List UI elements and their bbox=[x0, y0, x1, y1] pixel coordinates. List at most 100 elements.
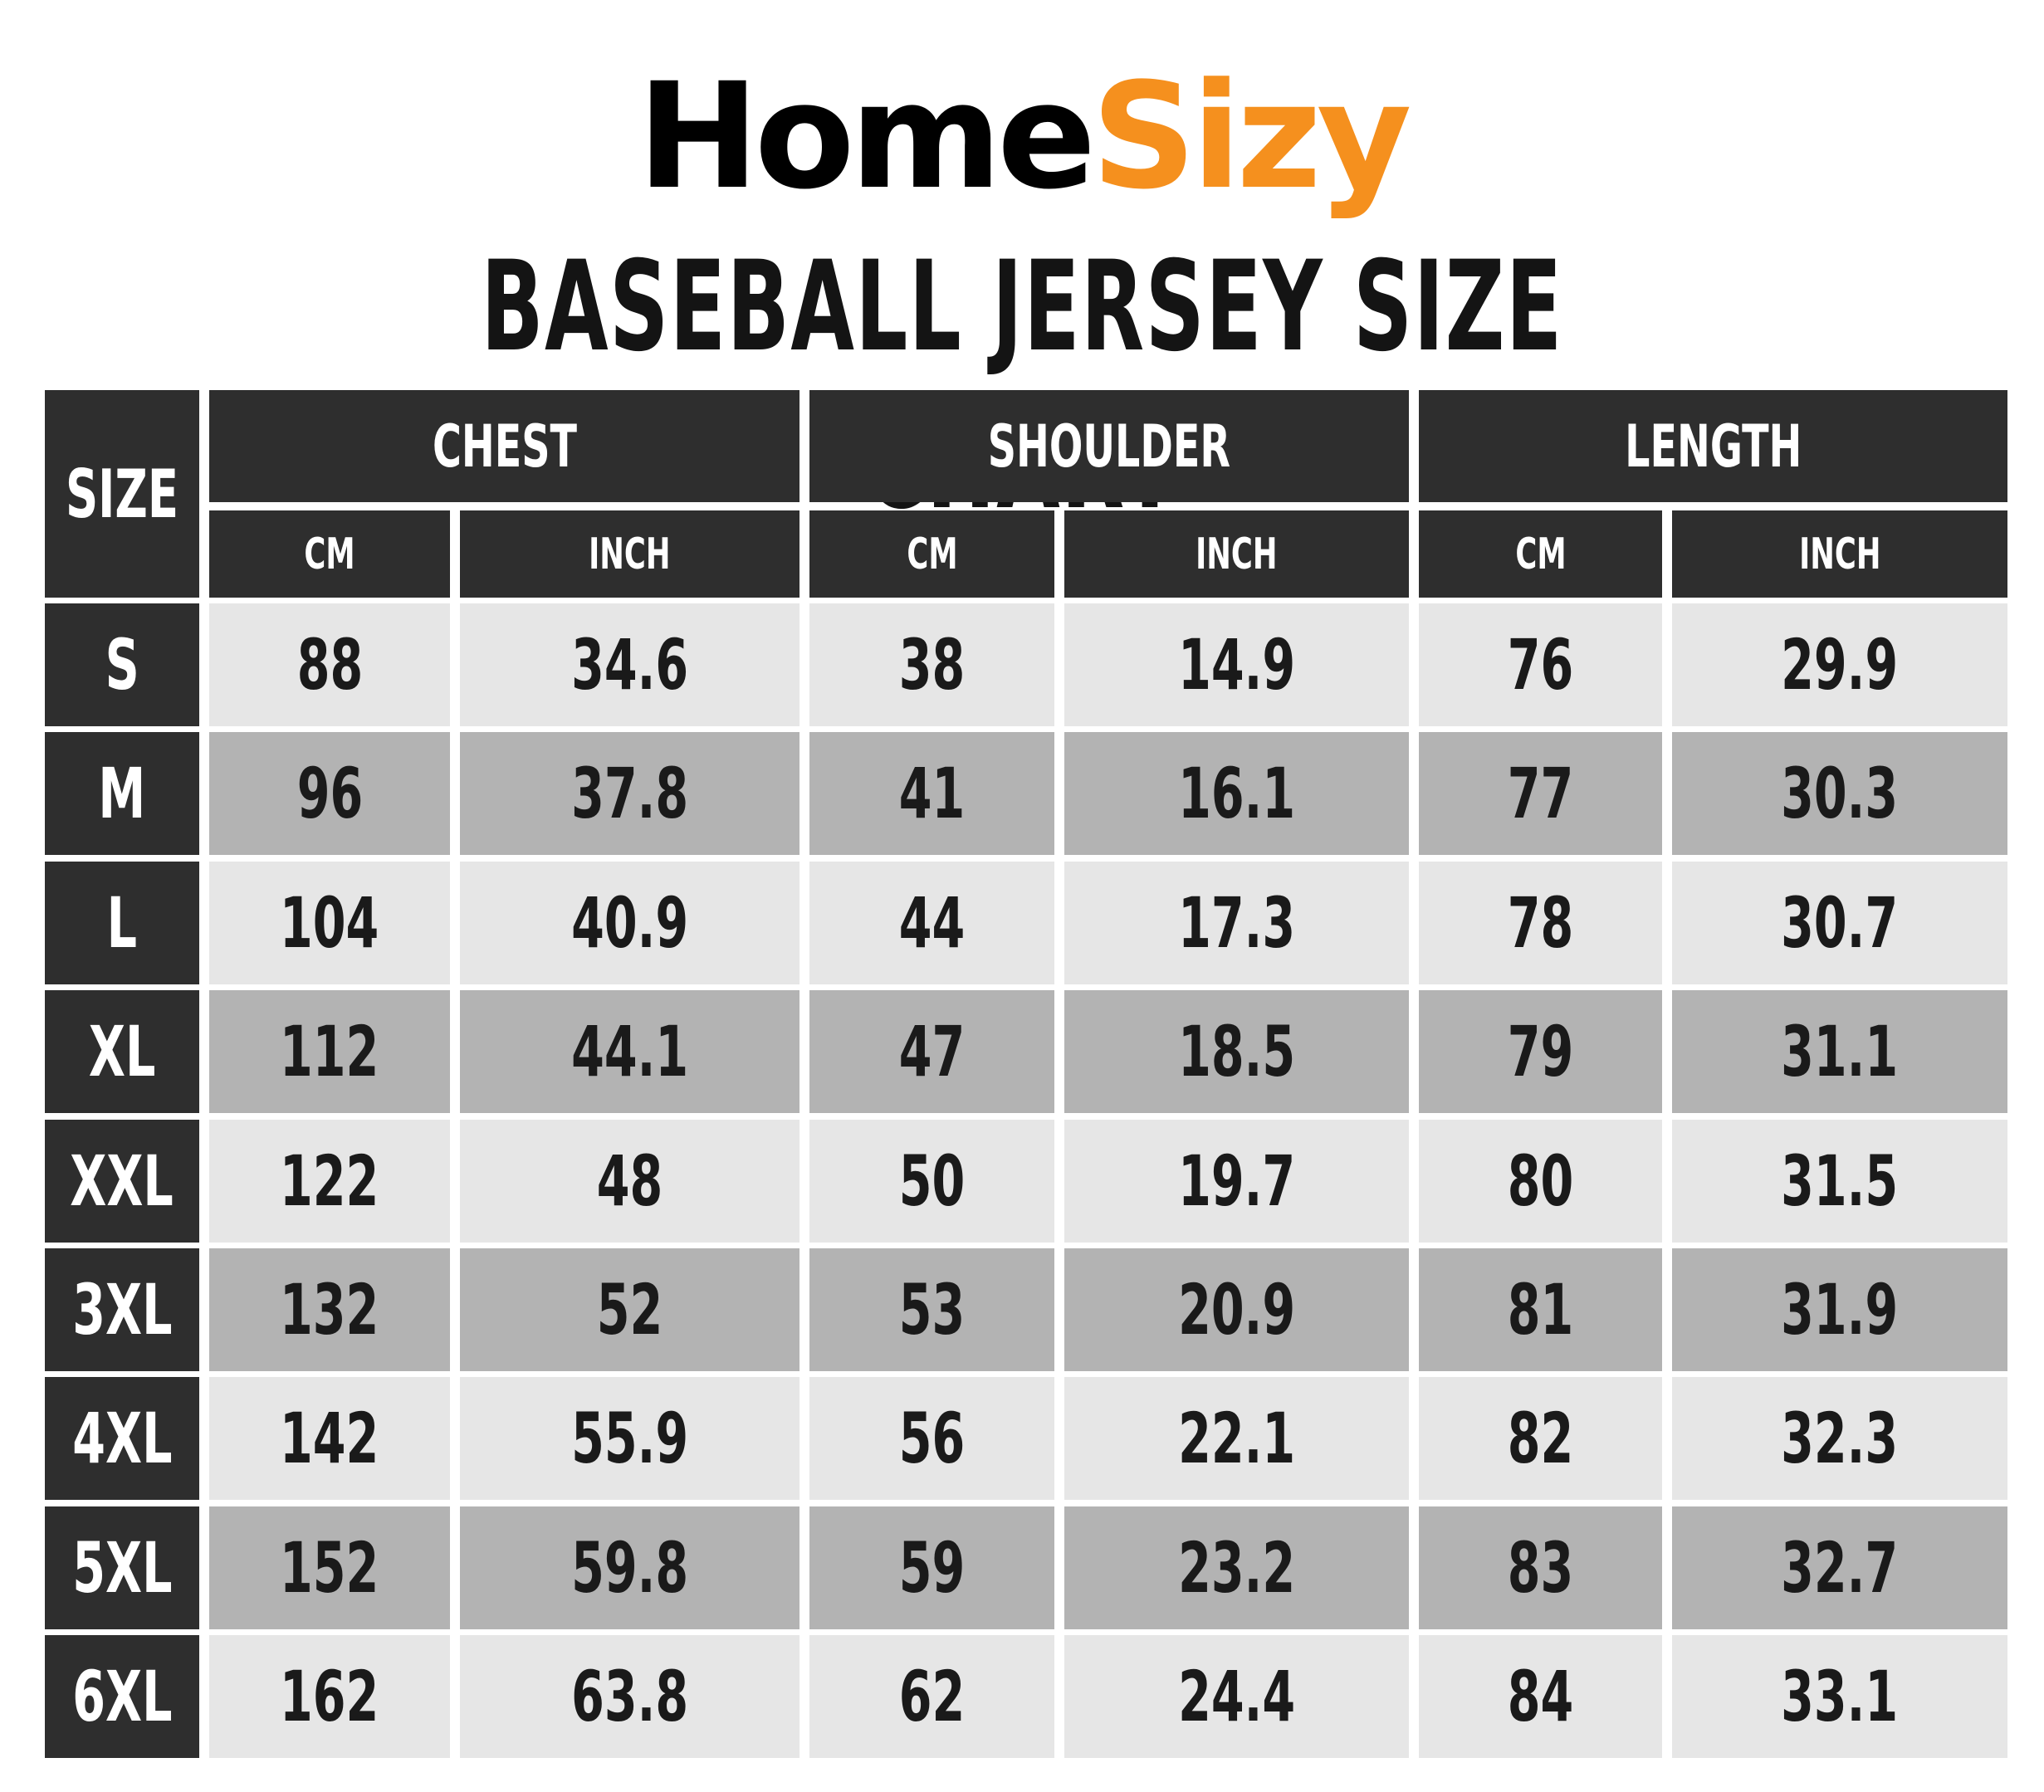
row-size-s-text: S bbox=[105, 624, 139, 706]
table-cell-text: 16.1 bbox=[1178, 753, 1295, 834]
table-cell: 30.7 bbox=[1672, 862, 2007, 984]
table-cell: 59 bbox=[809, 1506, 1054, 1629]
table-cell-text: 77 bbox=[1507, 753, 1574, 834]
table-cell-text: 122 bbox=[280, 1140, 379, 1222]
table-cell: 37.8 bbox=[460, 732, 800, 855]
unit-header-chest-inch-text: INCH bbox=[589, 529, 671, 579]
row-size-4xl: 4XL bbox=[45, 1377, 199, 1500]
group-header-shoulder: SHOULDER bbox=[809, 390, 1409, 502]
table-cell-text: 76 bbox=[1507, 624, 1574, 706]
table-cell-text: 14.9 bbox=[1178, 624, 1295, 706]
table-cell-text: 79 bbox=[1507, 1011, 1574, 1092]
table-cell-text: 88 bbox=[296, 624, 363, 706]
brand-logo-home: Home bbox=[637, 51, 1096, 222]
row-size-6xl-text: 6XL bbox=[71, 1656, 173, 1737]
table-cell-text: 41 bbox=[898, 753, 966, 834]
table-cell-text: 23.2 bbox=[1178, 1527, 1295, 1609]
table-cell: 38 bbox=[809, 603, 1054, 726]
row-size-xl-text: XL bbox=[88, 1011, 156, 1092]
table-cell: 55.9 bbox=[460, 1377, 800, 1500]
table-cell: 23.2 bbox=[1064, 1506, 1409, 1629]
table-cell-text: 24.4 bbox=[1178, 1656, 1295, 1737]
size-header-text: SIZE bbox=[65, 455, 179, 533]
table-cell: 31.1 bbox=[1672, 990, 2007, 1113]
table-cell-text: 162 bbox=[280, 1656, 379, 1737]
table-cell-text: 19.7 bbox=[1178, 1140, 1295, 1222]
table-cell-text: 17.3 bbox=[1178, 882, 1295, 964]
table-cell: 34.6 bbox=[460, 603, 800, 726]
table-cell: 41 bbox=[809, 732, 1054, 855]
row-size-m: M bbox=[45, 732, 199, 855]
unit-header-length-cm: CM bbox=[1419, 510, 1662, 598]
table-cell: 53 bbox=[809, 1248, 1054, 1371]
table-cell: 122 bbox=[209, 1120, 450, 1243]
group-header-chest-text: CHEST bbox=[432, 412, 577, 481]
table-cell: 132 bbox=[209, 1248, 450, 1371]
table-cell-text: 82 bbox=[1507, 1398, 1574, 1479]
table-cell-text: 80 bbox=[1507, 1140, 1574, 1222]
table-cell: 152 bbox=[209, 1506, 450, 1629]
table-cell: 112 bbox=[209, 990, 450, 1113]
table-cell-text: 33.1 bbox=[1781, 1656, 1899, 1737]
table-cell-text: 38 bbox=[898, 624, 966, 706]
table-cell-text: 32.7 bbox=[1781, 1527, 1899, 1609]
table-cell: 17.3 bbox=[1064, 862, 1409, 984]
table-cell: 31.9 bbox=[1672, 1248, 2007, 1371]
table-cell-text: 47 bbox=[898, 1011, 966, 1092]
table-cell-text: 50 bbox=[898, 1140, 966, 1222]
table-cell: 142 bbox=[209, 1377, 450, 1500]
table-cell: 76 bbox=[1419, 603, 1662, 726]
table-cell-text: 30.3 bbox=[1781, 753, 1899, 834]
unit-header-chest-inch: INCH bbox=[460, 510, 800, 598]
table-cell-text: 22.1 bbox=[1178, 1398, 1295, 1479]
brand-logo: HomeSizy bbox=[0, 50, 2044, 224]
table-cell: 20.9 bbox=[1064, 1248, 1409, 1371]
table-cell: 77 bbox=[1419, 732, 1662, 855]
unit-header-length-inch: INCH bbox=[1672, 510, 2007, 598]
table-cell: 82 bbox=[1419, 1377, 1662, 1500]
table-cell-text: 96 bbox=[296, 753, 363, 834]
table-cell: 16.1 bbox=[1064, 732, 1409, 855]
row-size-4xl-text: 4XL bbox=[71, 1398, 173, 1479]
row-size-l: L bbox=[45, 862, 199, 984]
table-cell: 83 bbox=[1419, 1506, 1662, 1629]
row-size-m-text: M bbox=[98, 753, 146, 834]
unit-header-shoulder-inch-text: INCH bbox=[1196, 529, 1278, 579]
table-cell-text: 63.8 bbox=[571, 1656, 688, 1737]
table-cell-text: 81 bbox=[1507, 1269, 1574, 1350]
table-cell-text: 53 bbox=[898, 1269, 966, 1350]
unit-header-shoulder-cm: CM bbox=[809, 510, 1054, 598]
table-cell-text: 112 bbox=[280, 1011, 379, 1092]
table-cell-text: 31.5 bbox=[1781, 1140, 1899, 1222]
brand-logo-sizy: Sizy bbox=[1091, 51, 1411, 222]
table-cell: 96 bbox=[209, 732, 450, 855]
table-cell-text: 142 bbox=[280, 1398, 379, 1479]
group-header-chest: CHEST bbox=[209, 390, 800, 502]
table-cell-text: 48 bbox=[596, 1140, 663, 1222]
table-cell-text: 56 bbox=[898, 1398, 966, 1479]
table-cell: 62 bbox=[809, 1635, 1054, 1758]
table-cell: 33.1 bbox=[1672, 1635, 2007, 1758]
table-cell: 30.3 bbox=[1672, 732, 2007, 855]
table-cell: 81 bbox=[1419, 1248, 1662, 1371]
table-cell: 24.4 bbox=[1064, 1635, 1409, 1758]
table-cell-text: 18.5 bbox=[1178, 1011, 1295, 1092]
size-header: SIZE bbox=[45, 390, 199, 598]
table-cell-text: 31.9 bbox=[1781, 1269, 1899, 1350]
table-cell: 47 bbox=[809, 990, 1054, 1113]
unit-header-length-cm-text: CM bbox=[1514, 529, 1567, 579]
table-cell: 32.7 bbox=[1672, 1506, 2007, 1629]
unit-header-chest-cm: CM bbox=[209, 510, 450, 598]
unit-header-shoulder-cm-text: CM bbox=[906, 529, 958, 579]
table-cell: 32.3 bbox=[1672, 1377, 2007, 1500]
table-cell-text: 132 bbox=[280, 1269, 379, 1350]
table-cell-text: 59 bbox=[898, 1527, 966, 1609]
table-cell: 40.9 bbox=[460, 862, 800, 984]
row-size-5xl: 5XL bbox=[45, 1506, 199, 1629]
unit-header-length-inch-text: INCH bbox=[1798, 529, 1881, 579]
table-cell-text: 30.7 bbox=[1781, 882, 1899, 964]
table-cell: 48 bbox=[460, 1120, 800, 1243]
row-size-3xl-text: 3XL bbox=[71, 1269, 173, 1350]
table-cell: 104 bbox=[209, 862, 450, 984]
table-cell: 18.5 bbox=[1064, 990, 1409, 1113]
